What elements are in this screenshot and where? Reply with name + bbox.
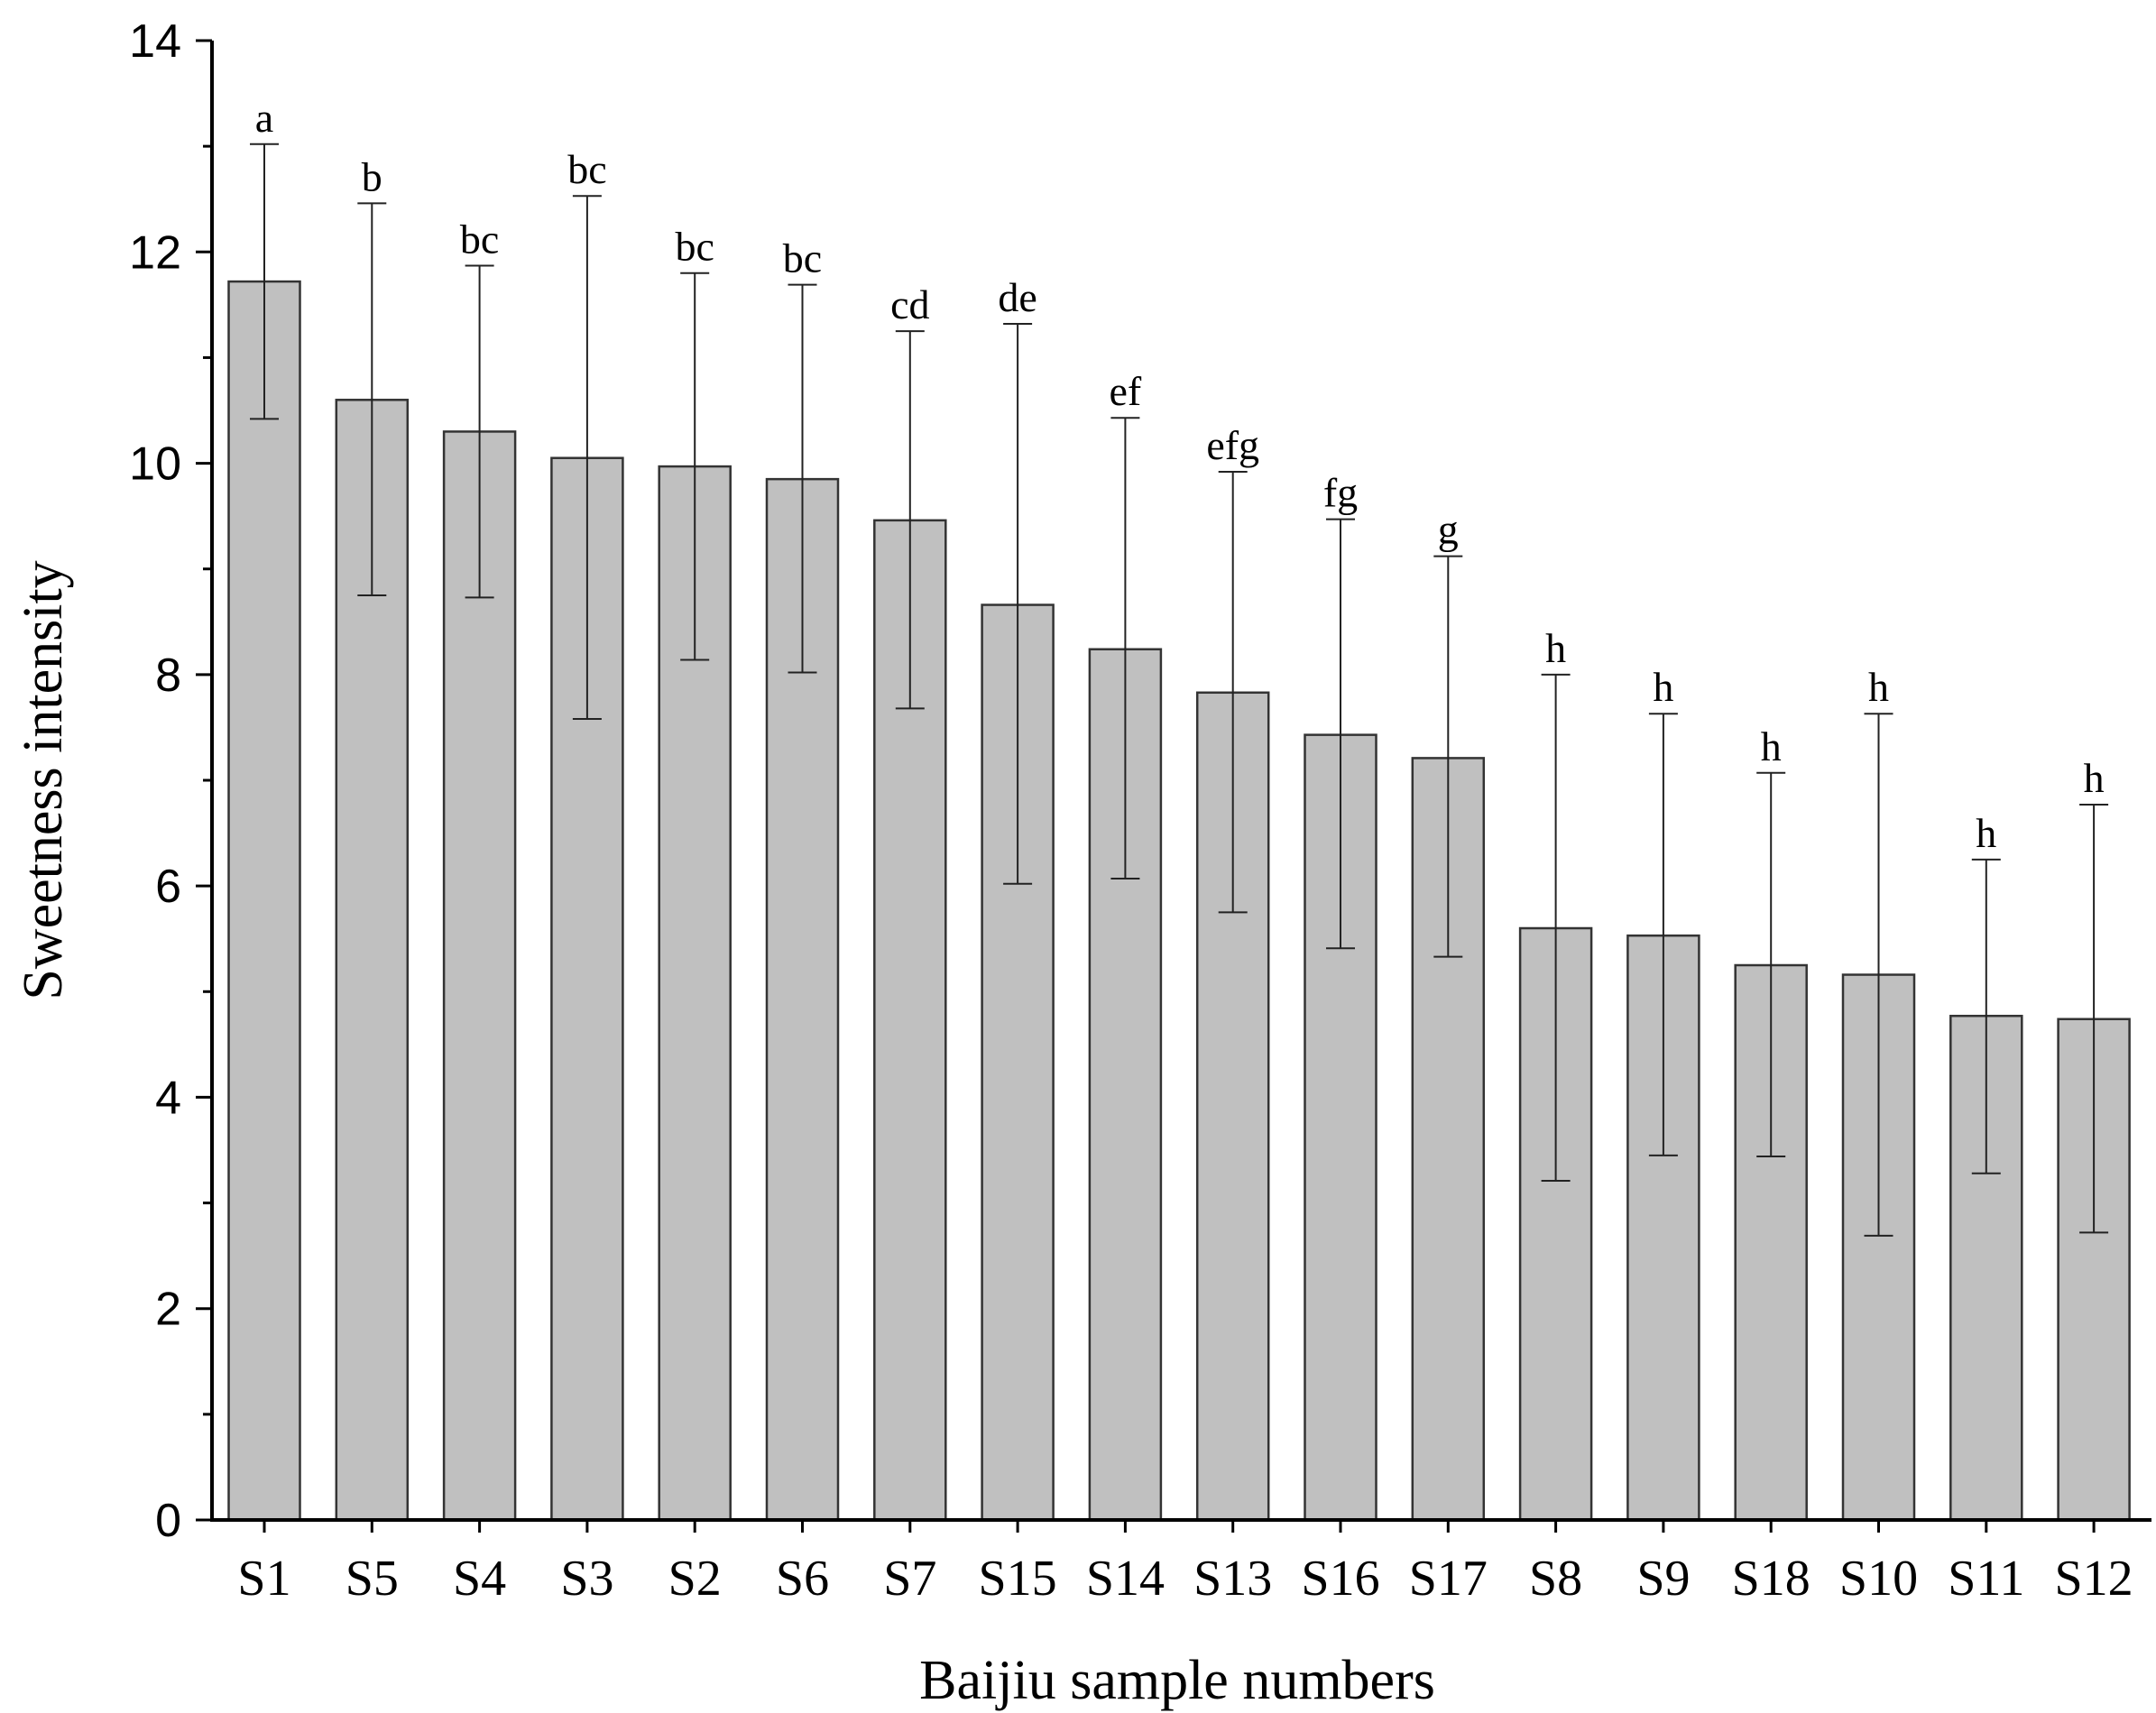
significance-letter-s16: fg [1323,470,1358,516]
significance-letter-s12: h [2084,755,2105,801]
x-axis-title: Baijiu sample numbers [919,1650,1435,1711]
significance-letter-s2: bc [675,224,714,270]
y-tick-label-0: 0 [155,1495,181,1547]
x-tick-label-s2: S2 [668,1551,722,1607]
y-tick-label-6: 6 [155,861,181,913]
y-tick-label-14: 14 [129,15,181,68]
x-tick-label-s17: S17 [1409,1551,1488,1607]
significance-letter-s3: bc [567,146,606,192]
x-tick-label-s8: S8 [1529,1551,1582,1607]
significance-letter-s13: efg [1206,422,1259,468]
x-tick-label-s16: S16 [1301,1551,1379,1607]
bar-s12 [2057,1018,2131,1522]
y-axis-title: Sweetness intensity [13,560,74,999]
bars-layer [227,280,2131,1522]
x-tick-label-s7: S7 [883,1551,936,1607]
y-tick-label-2: 2 [155,1284,181,1336]
significance-letter-s17: g [1438,507,1459,553]
significance-letter-s1: a [255,95,273,141]
error-bars-layer [250,143,2109,1237]
x-tick-label-s5: S5 [346,1551,399,1607]
x-tick-label-s3: S3 [560,1551,613,1607]
x-tick-label-s14: S14 [1086,1551,1165,1607]
y-tick-label-10: 10 [129,438,181,491]
y-ticks-layer: 0 2 4 6 8 10 12 14 [129,15,212,1547]
significance-letter-s15: de [998,274,1037,320]
significance-letter-s4: bc [460,216,499,262]
significance-letter-s5: b [362,153,382,199]
x-tick-label-s1: S1 [237,1551,290,1607]
x-tick-label-s12: S12 [2055,1551,2133,1607]
x-tick-label-s13: S13 [1193,1551,1272,1607]
bar-s2 [658,465,732,1522]
x-tick-label-s10: S10 [1839,1551,1918,1607]
y-tick-label-12: 12 [129,226,181,279]
significance-letter-s7: cd [890,281,929,327]
significance-letters-layer: a b bc bc bc bc cd de ef efg fg g h h h h h h [255,95,2105,856]
x-tick-label-s9: S9 [1636,1551,1690,1607]
x-tick-label-s11: S11 [1948,1551,2024,1607]
significance-letter-s10: h [1868,664,1889,710]
bar-s1 [227,280,301,1522]
x-labels-layer: S1 S5 S4 S3 S2 S6 S7 S15 S14 S13 S16 S17 S8 S9 S18 S10 S… [237,1520,2133,1607]
y-tick-label-4: 4 [155,1072,181,1124]
significance-letter-s14: ef [1110,368,1142,414]
significance-letter-s18: h [1761,723,1782,769]
x-tick-label-s6: S6 [776,1551,829,1607]
x-tick-label-s15: S15 [979,1551,1057,1607]
significance-letter-s8: h [1545,625,1566,671]
significance-letter-s11: h [1976,810,1996,856]
x-tick-label-s4: S4 [453,1551,506,1607]
x-tick-label-s18: S18 [1732,1551,1810,1607]
bar-s4 [442,430,517,1522]
y-tick-label-8: 8 [155,649,181,702]
significance-letter-s9: h [1653,664,1673,710]
significance-letter-s6: bc [783,235,822,281]
